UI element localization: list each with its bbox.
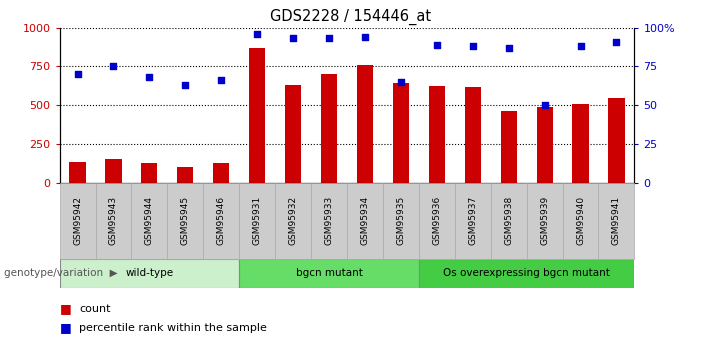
Bar xyxy=(69,162,86,183)
Text: GSM95936: GSM95936 xyxy=(433,196,442,245)
Text: GSM95934: GSM95934 xyxy=(360,196,369,245)
Point xyxy=(179,82,191,88)
Point xyxy=(575,43,586,49)
Text: wild-type: wild-type xyxy=(125,268,173,278)
Point xyxy=(287,36,299,41)
Point xyxy=(503,45,515,50)
Text: GSM95946: GSM95946 xyxy=(217,196,226,245)
Text: GSM95932: GSM95932 xyxy=(289,196,298,245)
Point xyxy=(216,78,227,83)
Text: GSM95935: GSM95935 xyxy=(396,196,405,245)
Text: GSM95931: GSM95931 xyxy=(252,196,261,245)
Text: GSM95943: GSM95943 xyxy=(109,196,118,245)
Text: GDS2228 / 154446_at: GDS2228 / 154446_at xyxy=(270,9,431,25)
Bar xyxy=(608,98,625,183)
Point xyxy=(431,42,442,47)
Bar xyxy=(142,164,158,183)
Text: GSM95938: GSM95938 xyxy=(504,196,513,245)
Text: GSM95945: GSM95945 xyxy=(181,196,190,245)
Text: GSM95941: GSM95941 xyxy=(612,196,621,245)
Bar xyxy=(321,74,337,183)
Text: count: count xyxy=(79,304,111,314)
Text: percentile rank within the sample: percentile rank within the sample xyxy=(79,323,267,333)
Bar xyxy=(465,87,481,183)
Text: GSM95939: GSM95939 xyxy=(540,196,549,245)
Point xyxy=(360,34,371,40)
Text: GSM95937: GSM95937 xyxy=(468,196,477,245)
Bar xyxy=(213,164,229,183)
Text: Os overexpressing bgcn mutant: Os overexpressing bgcn mutant xyxy=(443,268,610,278)
Bar xyxy=(249,48,265,183)
Text: ■: ■ xyxy=(60,302,72,315)
Bar xyxy=(285,85,301,183)
Point xyxy=(395,79,407,85)
Bar xyxy=(239,259,418,288)
Bar xyxy=(536,107,552,183)
Text: GSM95940: GSM95940 xyxy=(576,196,585,245)
Point xyxy=(323,36,334,41)
Point xyxy=(144,75,155,80)
Point xyxy=(252,31,263,37)
Text: genotype/variation  ▶: genotype/variation ▶ xyxy=(4,268,117,278)
Bar xyxy=(177,167,193,183)
Point xyxy=(72,71,83,77)
Bar xyxy=(60,259,239,288)
Point xyxy=(611,39,622,44)
Bar xyxy=(501,111,517,183)
Text: GSM95944: GSM95944 xyxy=(145,196,154,245)
Bar xyxy=(573,104,589,183)
Bar xyxy=(429,86,445,183)
Text: GSM95933: GSM95933 xyxy=(325,196,334,245)
Bar xyxy=(418,259,634,288)
Point xyxy=(108,63,119,69)
Text: bgcn mutant: bgcn mutant xyxy=(296,268,362,278)
Bar xyxy=(105,159,121,183)
Text: ■: ■ xyxy=(60,321,72,334)
Point xyxy=(539,102,550,108)
Bar xyxy=(393,83,409,183)
Bar xyxy=(357,65,373,183)
Text: GSM95942: GSM95942 xyxy=(73,196,82,245)
Point xyxy=(467,43,478,49)
